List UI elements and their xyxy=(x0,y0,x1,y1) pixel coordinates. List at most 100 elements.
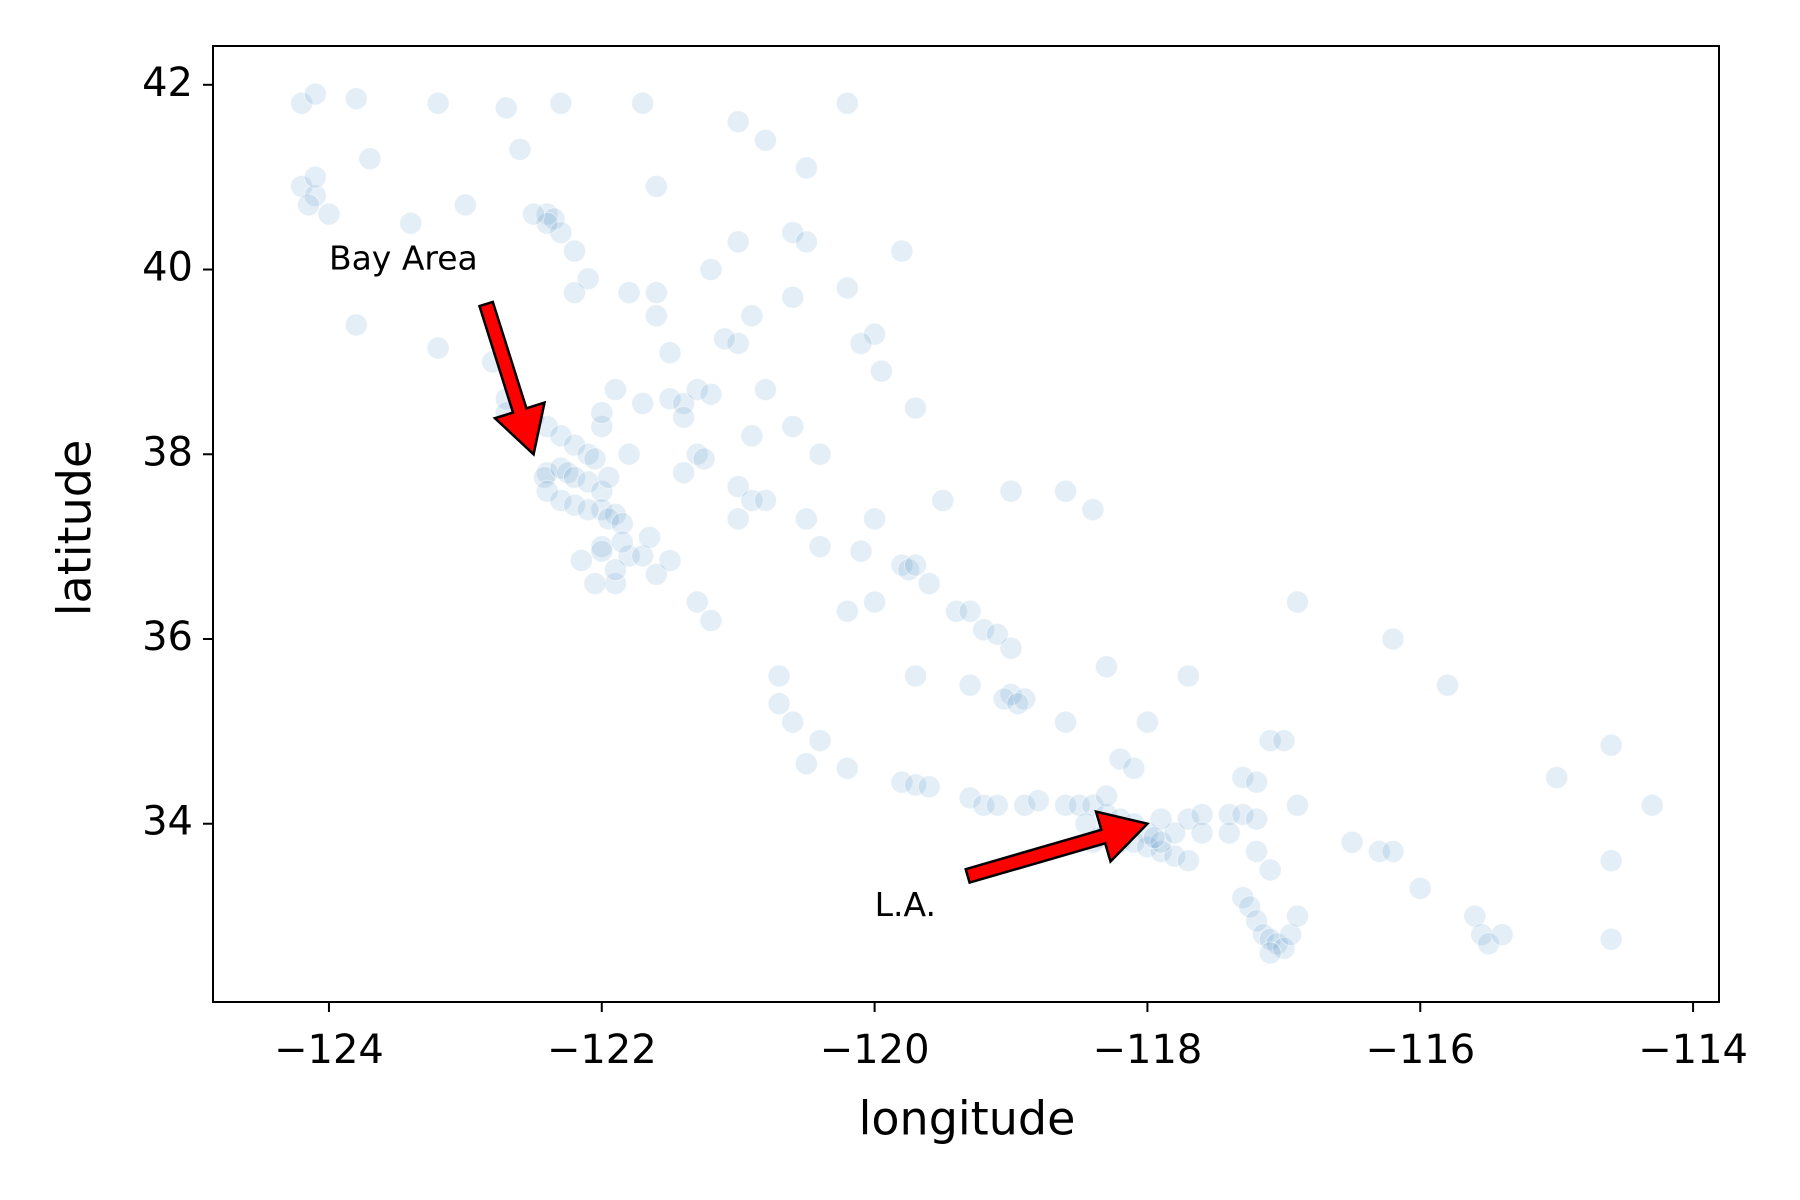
scatter-point xyxy=(999,636,1023,660)
scatter-point xyxy=(453,193,477,217)
scatter-point xyxy=(1190,802,1214,826)
scatter-point xyxy=(494,96,518,120)
scatter-point xyxy=(562,493,586,517)
scatter-point xyxy=(1258,941,1282,965)
scatter-point xyxy=(1006,692,1030,716)
scatter-point xyxy=(1176,849,1200,873)
scatter-point xyxy=(535,202,559,226)
scatter-point xyxy=(1054,479,1078,503)
scatter-point xyxy=(317,202,341,226)
scatter-point xyxy=(562,281,586,305)
scatter-point xyxy=(658,548,682,572)
scatter-point xyxy=(1013,793,1037,817)
scatter-point xyxy=(549,488,573,512)
scatter-point xyxy=(985,793,1009,817)
scatter-point xyxy=(904,553,928,577)
scatter-point xyxy=(726,507,750,531)
scatter-point xyxy=(549,456,573,480)
scatter-point xyxy=(1381,839,1405,863)
scatter-point xyxy=(631,91,655,115)
scatter-point xyxy=(576,470,600,494)
scatter-point xyxy=(740,488,764,512)
scatter-point xyxy=(917,775,941,799)
scatter-point xyxy=(904,396,928,420)
scatter-point xyxy=(890,239,914,263)
scatter-point xyxy=(726,475,750,499)
scatter-point xyxy=(944,599,968,623)
scatter-point xyxy=(535,479,559,503)
x-tick-label: −120 xyxy=(820,1027,930,1073)
scatter-point xyxy=(562,433,586,457)
scatter-point xyxy=(1258,729,1282,753)
scatter-point xyxy=(672,405,696,429)
scatter-point xyxy=(522,202,546,226)
scatter-point xyxy=(699,382,723,406)
scatter-point xyxy=(767,692,791,716)
scatter-point xyxy=(699,609,723,633)
scatter-point xyxy=(808,729,832,753)
scatter-point xyxy=(638,525,662,549)
annotation-text: Bay Area xyxy=(329,239,478,278)
scatter-point xyxy=(1436,673,1460,697)
scatter-point xyxy=(610,530,634,554)
scatter-point xyxy=(835,91,859,115)
scatter-point xyxy=(835,756,859,780)
scatter-point xyxy=(835,276,859,300)
scatter-point xyxy=(985,622,1009,646)
scatter-point xyxy=(576,442,600,466)
scatter-point xyxy=(1272,729,1296,753)
scatter-point xyxy=(685,378,709,402)
scatter-point xyxy=(794,156,818,180)
scatter-point xyxy=(931,488,955,512)
scatter-point xyxy=(549,91,573,115)
scatter-point xyxy=(1135,710,1159,734)
scatter-point xyxy=(549,221,573,245)
scatter-point xyxy=(972,618,996,642)
scatter-point xyxy=(992,687,1016,711)
scatter-point xyxy=(863,590,887,614)
scatter-point xyxy=(740,424,764,448)
x-tick-label: −122 xyxy=(547,1027,657,1073)
scatter-point xyxy=(617,544,641,568)
scatter-point xyxy=(753,488,777,512)
scatter-point xyxy=(1026,789,1050,813)
scatter-point xyxy=(603,558,627,582)
scatter-point xyxy=(617,442,641,466)
scatter-point xyxy=(644,281,668,305)
scatter-point xyxy=(583,572,607,596)
scatter-point xyxy=(597,465,621,489)
scatter-point xyxy=(1163,821,1187,845)
scatter-point xyxy=(597,507,621,531)
scatter-point xyxy=(781,285,805,309)
scatter-point xyxy=(290,174,314,198)
scatter-point xyxy=(1285,904,1309,928)
scatter-point xyxy=(794,752,818,776)
scatter-point xyxy=(692,447,716,471)
scatter-point xyxy=(1279,923,1303,947)
scatter-point xyxy=(644,304,668,328)
scatter-point xyxy=(1245,770,1269,794)
x-tick-label: −114 xyxy=(1638,1027,1748,1073)
y-axis-label: latitude xyxy=(48,440,102,616)
scatter-point xyxy=(1190,821,1214,845)
scatter-point xyxy=(1142,826,1166,850)
annotation-arrow xyxy=(964,809,1150,885)
scatter-point xyxy=(1108,747,1132,771)
scatter-point xyxy=(699,258,723,282)
scatter-point xyxy=(1149,807,1173,831)
scatter-point xyxy=(999,479,1023,503)
scatter-point xyxy=(808,442,832,466)
scatter-point xyxy=(1640,793,1664,817)
scatter-point xyxy=(303,165,327,189)
scatter-point xyxy=(726,230,750,254)
scatter-point xyxy=(972,793,996,817)
scatter-point xyxy=(863,507,887,531)
y-tick-label: 34 xyxy=(142,799,193,845)
scatter-point xyxy=(535,461,559,485)
scatter-point xyxy=(1217,802,1241,826)
scatter-point xyxy=(1176,664,1200,688)
scatter-point xyxy=(672,461,696,485)
scatter-point xyxy=(603,378,627,402)
scatter-point xyxy=(808,535,832,559)
